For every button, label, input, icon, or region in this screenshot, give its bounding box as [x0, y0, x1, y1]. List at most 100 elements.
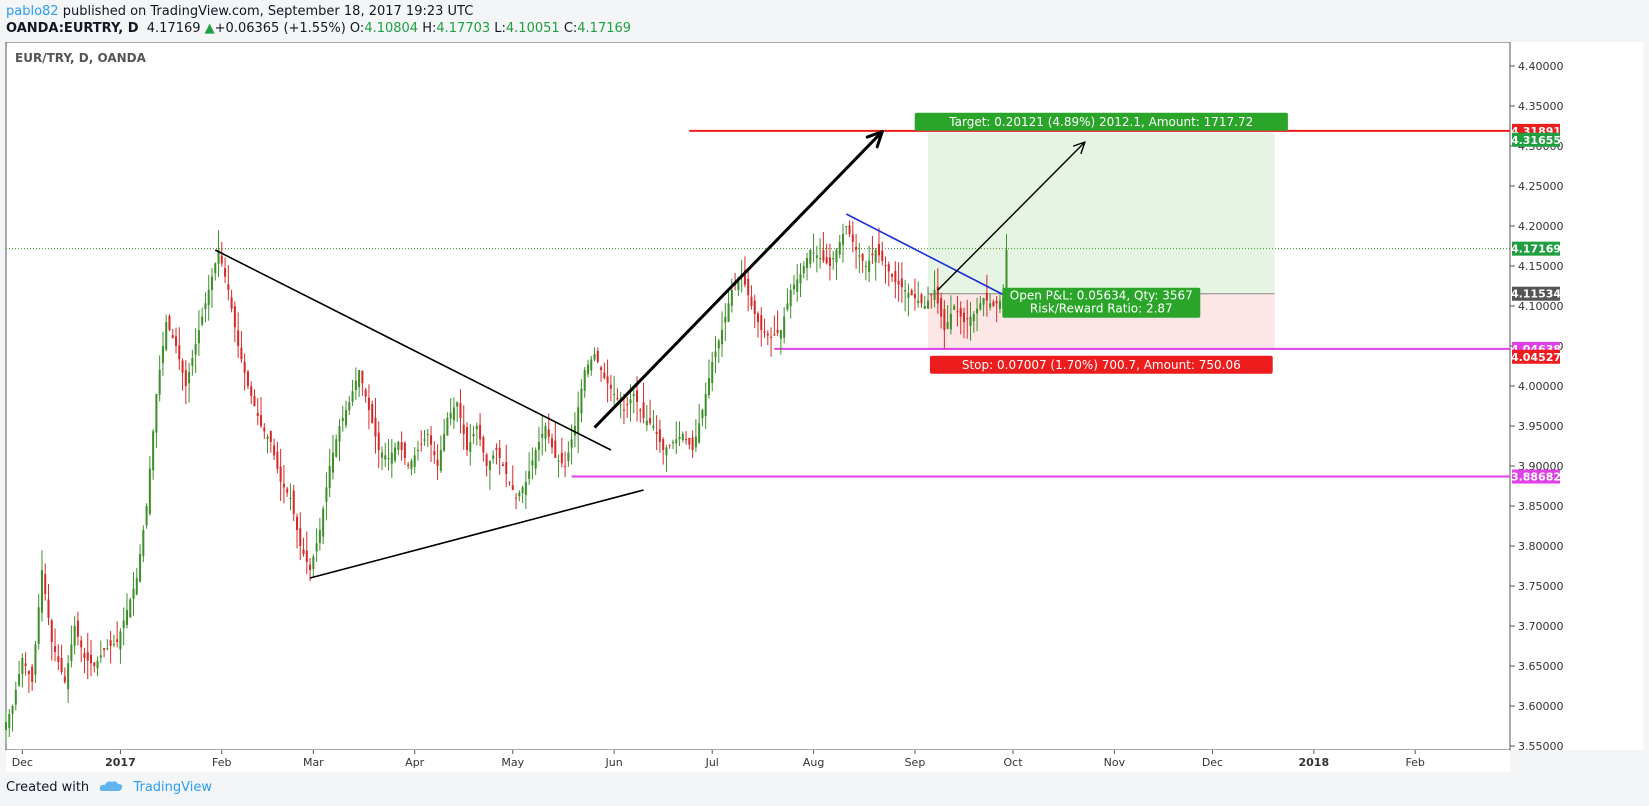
- close-value: 4.17169: [577, 21, 632, 36]
- candle-body: [521, 487, 524, 494]
- candle-body: [269, 431, 272, 442]
- price-chart[interactable]: EUR/TRY, D, OANDA4.400004.350004.300004.…: [0, 42, 1649, 772]
- candle: [295, 513, 299, 549]
- candle: [681, 431, 684, 443]
- candle-body: [11, 706, 14, 714]
- candle: [668, 444, 671, 449]
- candle: [312, 554, 315, 577]
- candle: [884, 256, 887, 284]
- candle: [596, 347, 599, 364]
- candle: [269, 430, 272, 453]
- candle: [446, 412, 449, 436]
- pnl-label-box: [1002, 287, 1201, 318]
- candle: [881, 241, 884, 266]
- target-label-box: [914, 112, 1288, 131]
- candle-body: [675, 439, 678, 444]
- candle-body: [433, 450, 436, 456]
- candle: [67, 655, 70, 703]
- candle: [655, 415, 658, 451]
- candle: [907, 283, 910, 317]
- y-tick-label: 4.15000: [1518, 260, 1564, 273]
- candle-body: [511, 485, 514, 490]
- ohlc-line: OANDA:EURTRY, D 4.17169 ▲+0.06365 (+1.55…: [6, 21, 631, 36]
- candle: [528, 452, 531, 485]
- candle-body: [570, 439, 573, 448]
- candle: [554, 421, 557, 459]
- candle: [230, 289, 233, 313]
- candle-body: [488, 460, 491, 471]
- candle: [923, 295, 926, 310]
- candle: [998, 294, 1001, 314]
- candle-body: [622, 409, 625, 411]
- arrow-head: [1072, 141, 1086, 147]
- candle: [459, 389, 462, 434]
- candle: [250, 381, 253, 405]
- tradingview-link[interactable]: TradingView: [133, 780, 212, 795]
- candle-body: [665, 447, 668, 456]
- candle-body: [312, 556, 315, 569]
- candle-body: [99, 655, 102, 658]
- candle: [573, 412, 576, 448]
- candle: [482, 435, 485, 462]
- candle-body: [273, 445, 276, 456]
- candle-body: [766, 333, 769, 336]
- candle-body: [390, 452, 393, 464]
- candle: [511, 465, 514, 491]
- y-tick-label: 3.65000: [1518, 660, 1564, 673]
- candle: [851, 221, 854, 253]
- candle-body: [364, 389, 367, 397]
- candle: [253, 389, 256, 407]
- candle-body: [220, 255, 223, 264]
- candle-body: [537, 442, 540, 450]
- candle: [148, 456, 151, 516]
- candle: [456, 401, 459, 423]
- candle: [567, 441, 570, 467]
- candle-body: [704, 394, 707, 417]
- candle-body: [711, 362, 714, 384]
- candle: [469, 423, 472, 466]
- candle-body: [456, 402, 459, 407]
- candle: [577, 391, 580, 454]
- candle: [11, 704, 14, 732]
- candle: [214, 262, 217, 281]
- candle: [864, 260, 867, 281]
- y-tick-label: 3.85000: [1518, 500, 1564, 513]
- candle-body: [260, 415, 263, 426]
- open-value: 4.10804: [364, 21, 419, 36]
- candle: [724, 303, 727, 342]
- high-label: H:: [422, 21, 437, 36]
- candle: [443, 418, 446, 453]
- candle-body: [214, 263, 217, 274]
- candle-body: [292, 490, 295, 514]
- candle: [995, 296, 998, 323]
- candle: [508, 481, 511, 486]
- candle: [645, 404, 648, 431]
- candle-body: [953, 306, 956, 310]
- candle-body: [129, 599, 132, 618]
- candle: [972, 311, 975, 333]
- candle: [796, 263, 799, 302]
- candle-body: [207, 290, 210, 306]
- y-tick-label: 4.10000: [1518, 300, 1564, 313]
- candle-body: [243, 361, 246, 373]
- candle: [639, 408, 642, 423]
- candle-body: [891, 273, 894, 277]
- candle: [776, 310, 779, 337]
- candle-body: [985, 292, 988, 301]
- author-link[interactable]: pablo82: [6, 4, 59, 19]
- chart-header: pablo82 published on TradingView.com, Se…: [0, 0, 1649, 42]
- candle-body: [596, 351, 599, 362]
- candle: [416, 440, 419, 461]
- candle: [891, 273, 894, 282]
- candle-body: [779, 330, 782, 339]
- candle-body: [348, 402, 351, 411]
- candle-body: [93, 662, 96, 666]
- candle-body: [946, 322, 949, 329]
- candle-body: [443, 434, 446, 451]
- candle: [197, 310, 200, 356]
- candle: [181, 358, 184, 391]
- candle: [155, 393, 158, 448]
- candle: [927, 286, 930, 309]
- candle-body: [920, 294, 923, 304]
- candle-body: [855, 247, 858, 250]
